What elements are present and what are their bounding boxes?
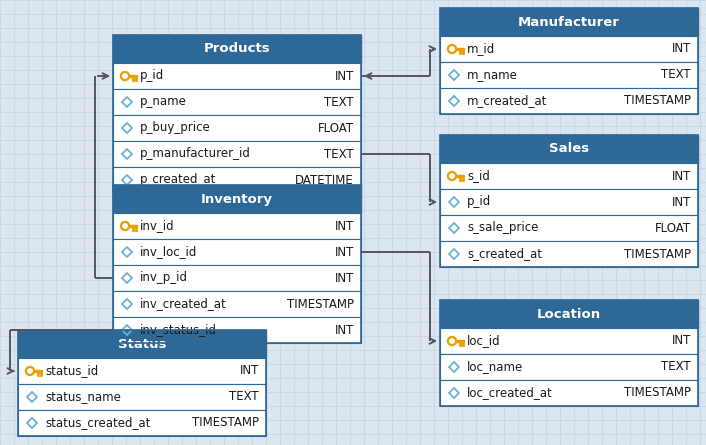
Bar xyxy=(113,35,361,193)
Circle shape xyxy=(450,339,454,343)
Text: m_created_at: m_created_at xyxy=(467,94,547,108)
Text: s_created_at: s_created_at xyxy=(467,247,542,260)
Text: status_created_at: status_created_at xyxy=(45,417,150,429)
Text: inv_created_at: inv_created_at xyxy=(140,298,227,311)
Bar xyxy=(440,8,698,114)
Text: loc_id: loc_id xyxy=(467,335,501,348)
Text: INT: INT xyxy=(335,324,354,336)
Text: INT: INT xyxy=(671,43,691,56)
Bar xyxy=(440,328,698,354)
Text: Products: Products xyxy=(204,43,270,56)
Bar xyxy=(113,185,361,343)
Text: m_name: m_name xyxy=(467,69,518,81)
Bar xyxy=(440,62,698,88)
Text: INT: INT xyxy=(671,170,691,182)
Text: TIMESTAMP: TIMESTAMP xyxy=(624,247,691,260)
Bar xyxy=(113,141,361,167)
Bar xyxy=(440,135,698,163)
Text: p_id: p_id xyxy=(467,195,491,209)
Text: TIMESTAMP: TIMESTAMP xyxy=(287,298,354,311)
Text: TIMESTAMP: TIMESTAMP xyxy=(624,94,691,108)
Bar xyxy=(113,239,361,265)
Circle shape xyxy=(450,174,454,178)
Text: inv_p_id: inv_p_id xyxy=(140,271,188,284)
Text: s_sale_price: s_sale_price xyxy=(467,222,539,235)
Circle shape xyxy=(448,171,457,181)
Bar xyxy=(440,300,698,406)
Text: inv_id: inv_id xyxy=(140,219,174,232)
Bar xyxy=(440,300,698,328)
Bar xyxy=(18,330,266,436)
Bar xyxy=(440,8,698,36)
Bar xyxy=(440,241,698,267)
Circle shape xyxy=(121,72,129,81)
Text: Location: Location xyxy=(537,307,601,320)
Text: INT: INT xyxy=(335,69,354,82)
Bar xyxy=(18,358,266,384)
Text: INT: INT xyxy=(335,271,354,284)
Circle shape xyxy=(450,47,454,51)
Text: p_buy_price: p_buy_price xyxy=(140,121,211,134)
Bar xyxy=(440,88,698,114)
Text: status_name: status_name xyxy=(45,391,121,404)
Text: FLOAT: FLOAT xyxy=(318,121,354,134)
Bar xyxy=(113,317,361,343)
Bar xyxy=(113,167,361,193)
Bar xyxy=(440,354,698,380)
Bar xyxy=(440,36,698,62)
Text: p_id: p_id xyxy=(140,69,164,82)
Bar xyxy=(440,163,698,189)
Text: TEXT: TEXT xyxy=(662,360,691,373)
Text: TEXT: TEXT xyxy=(324,147,354,161)
Text: s_id: s_id xyxy=(467,170,490,182)
Bar xyxy=(113,265,361,291)
Text: Inventory: Inventory xyxy=(201,193,273,206)
Text: Status: Status xyxy=(118,337,166,351)
Text: TIMESTAMP: TIMESTAMP xyxy=(624,387,691,400)
Bar xyxy=(18,384,266,410)
Bar xyxy=(113,291,361,317)
Text: INT: INT xyxy=(335,219,354,232)
Circle shape xyxy=(121,222,129,231)
Circle shape xyxy=(123,74,127,78)
Bar xyxy=(18,410,266,436)
Bar xyxy=(113,35,361,63)
Text: TEXT: TEXT xyxy=(324,96,354,109)
Text: m_id: m_id xyxy=(467,43,495,56)
Text: Sales: Sales xyxy=(549,142,589,155)
Bar xyxy=(113,185,361,213)
Bar xyxy=(18,330,266,358)
Text: INT: INT xyxy=(335,246,354,259)
Text: inv_loc_id: inv_loc_id xyxy=(140,246,198,259)
Circle shape xyxy=(25,367,35,376)
Text: Manufacturer: Manufacturer xyxy=(518,16,620,28)
Bar xyxy=(113,63,361,89)
Bar xyxy=(113,89,361,115)
Text: DATETIME: DATETIME xyxy=(295,174,354,186)
Text: FLOAT: FLOAT xyxy=(655,222,691,235)
Text: inv_status_id: inv_status_id xyxy=(140,324,217,336)
Circle shape xyxy=(448,44,457,53)
Circle shape xyxy=(28,369,32,373)
Bar xyxy=(440,189,698,215)
Text: p_name: p_name xyxy=(140,96,187,109)
Circle shape xyxy=(123,224,127,228)
Bar xyxy=(113,213,361,239)
Text: INT: INT xyxy=(239,364,259,377)
Text: loc_created_at: loc_created_at xyxy=(467,387,553,400)
Circle shape xyxy=(448,336,457,345)
Bar xyxy=(440,215,698,241)
Bar xyxy=(440,135,698,267)
Bar xyxy=(440,380,698,406)
Text: p_created_at: p_created_at xyxy=(140,174,216,186)
Bar xyxy=(113,115,361,141)
Text: INT: INT xyxy=(671,335,691,348)
Text: status_id: status_id xyxy=(45,364,98,377)
Text: TEXT: TEXT xyxy=(662,69,691,81)
Text: p_manufacturer_id: p_manufacturer_id xyxy=(140,147,251,161)
Text: loc_name: loc_name xyxy=(467,360,523,373)
Text: TIMESTAMP: TIMESTAMP xyxy=(192,417,259,429)
Text: INT: INT xyxy=(671,195,691,209)
Text: TEXT: TEXT xyxy=(229,391,259,404)
